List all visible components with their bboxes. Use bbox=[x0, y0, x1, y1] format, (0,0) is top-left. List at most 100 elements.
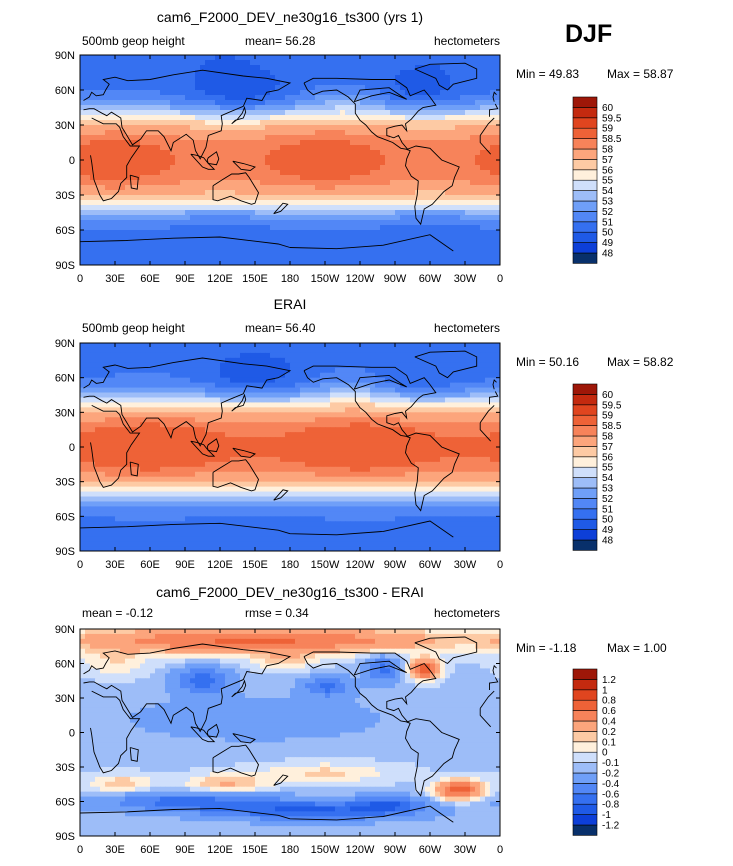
field-cell bbox=[345, 70, 351, 76]
field-cell bbox=[215, 115, 221, 121]
field-cell bbox=[270, 225, 276, 231]
field-cell bbox=[170, 115, 176, 121]
field-cell bbox=[390, 215, 396, 221]
field-cell bbox=[100, 150, 106, 156]
field-cell bbox=[370, 260, 376, 265]
field-cell bbox=[220, 235, 226, 241]
field-cell bbox=[390, 200, 396, 206]
field-cell bbox=[160, 352, 166, 359]
field-cell bbox=[390, 367, 396, 374]
field-cell bbox=[420, 205, 426, 211]
field-cell bbox=[440, 160, 446, 166]
field-cell bbox=[420, 130, 426, 136]
field-cell bbox=[195, 407, 201, 413]
field-cell bbox=[420, 155, 426, 161]
field-cell bbox=[300, 255, 306, 261]
field-cell bbox=[490, 215, 496, 221]
field-cell bbox=[360, 115, 366, 121]
field-cell bbox=[410, 372, 416, 379]
field-cell bbox=[100, 387, 106, 394]
field-cell bbox=[315, 165, 321, 171]
field-cell bbox=[135, 110, 141, 116]
field-cell bbox=[315, 357, 321, 364]
field-cell bbox=[180, 352, 186, 359]
field-cell bbox=[105, 417, 111, 423]
field-cell bbox=[100, 240, 106, 246]
field-cell bbox=[425, 80, 431, 86]
field-cell bbox=[360, 205, 366, 211]
field-cell bbox=[185, 250, 191, 256]
field-cell bbox=[180, 362, 186, 369]
field-cell bbox=[115, 235, 121, 241]
field-cell bbox=[480, 55, 486, 61]
field-cell bbox=[150, 190, 156, 196]
field-cell bbox=[280, 362, 286, 369]
field-cell bbox=[485, 190, 491, 196]
field-cell bbox=[215, 130, 221, 136]
field-cell bbox=[370, 195, 376, 201]
field-cell bbox=[285, 105, 291, 111]
field-cell bbox=[325, 180, 331, 186]
field-cell bbox=[345, 412, 351, 418]
field-cell bbox=[315, 125, 321, 131]
field-cell bbox=[375, 347, 381, 354]
field-cell bbox=[120, 100, 126, 106]
field-cell bbox=[435, 135, 441, 141]
field-cell bbox=[395, 392, 401, 399]
field-cell bbox=[310, 417, 316, 423]
field-cell bbox=[110, 392, 116, 399]
field-cell bbox=[365, 85, 371, 91]
field-cell bbox=[160, 377, 166, 384]
field-cell bbox=[330, 362, 336, 369]
field-cell bbox=[135, 357, 141, 364]
field-cell bbox=[360, 90, 366, 96]
field-cell bbox=[375, 105, 381, 111]
field-cell bbox=[125, 100, 131, 106]
field-cell bbox=[265, 95, 271, 101]
field-cell bbox=[125, 245, 131, 251]
field-cell bbox=[390, 417, 396, 423]
field-cell bbox=[210, 412, 216, 418]
field-cell bbox=[245, 377, 251, 384]
field-cell bbox=[220, 110, 226, 116]
field-cell bbox=[395, 160, 401, 166]
field-cell bbox=[375, 372, 381, 379]
field-cell bbox=[115, 65, 121, 71]
field-cell bbox=[490, 190, 496, 196]
field-cell bbox=[400, 260, 406, 265]
field-cell bbox=[265, 160, 271, 166]
field-cell bbox=[415, 372, 421, 379]
field-cell bbox=[280, 245, 286, 251]
field-cell bbox=[170, 417, 176, 423]
field-cell bbox=[160, 75, 166, 81]
field-cell bbox=[370, 90, 376, 96]
field-cell bbox=[365, 352, 371, 359]
field-cell bbox=[275, 357, 281, 364]
field-cell bbox=[460, 75, 466, 81]
field-cell bbox=[215, 90, 221, 96]
field-cell bbox=[315, 372, 321, 379]
field-cell bbox=[145, 352, 151, 359]
field-cell bbox=[285, 130, 291, 136]
field-cell bbox=[285, 65, 291, 71]
field-cell bbox=[430, 65, 436, 71]
field-cell bbox=[370, 75, 376, 81]
field-cell bbox=[215, 125, 221, 131]
field-cell bbox=[430, 407, 436, 413]
field-cell bbox=[390, 60, 396, 66]
field-cell bbox=[135, 185, 141, 191]
colorbar-swatch bbox=[572, 148, 598, 160]
field-cell bbox=[315, 120, 321, 126]
field-cell bbox=[115, 382, 121, 389]
field-cell bbox=[230, 95, 236, 101]
field-cell bbox=[450, 215, 456, 221]
field-cell bbox=[170, 412, 176, 418]
field-cell bbox=[395, 195, 401, 201]
field-cell bbox=[360, 397, 366, 404]
field-cell bbox=[175, 150, 181, 156]
field-cell bbox=[150, 260, 156, 265]
field-cell bbox=[95, 235, 101, 241]
field-cell bbox=[190, 170, 196, 176]
field-cell bbox=[440, 220, 446, 226]
field-cell bbox=[395, 387, 401, 394]
